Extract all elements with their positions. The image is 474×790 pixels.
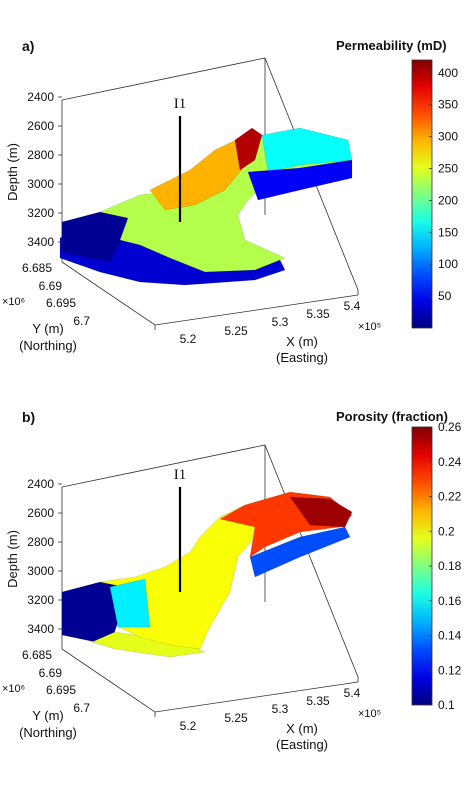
z-tick-label: 2600	[27, 119, 54, 133]
chart-porosity: I1 2400 2600 2800 3000 3200 3400 Depth (m) 6.685…	[2, 420, 462, 752]
z-tick-label: 2800	[27, 535, 54, 549]
y-tick-label: 6.69	[39, 279, 63, 293]
surface-east-edge	[247, 159, 353, 201]
colorbar-title: Porosity (fraction)	[336, 409, 448, 424]
z-tick-label: 3200	[27, 206, 54, 220]
y-axis-sublabel: (Northing)	[19, 725, 77, 740]
colorbar-tick-label: 0.26	[438, 420, 462, 434]
x-axis-sublabel: (Easting)	[276, 737, 328, 752]
colorbar-tick-label: 350	[438, 98, 458, 112]
x-tick-label: 5.3	[272, 315, 289, 329]
well-i1-label: I1	[174, 96, 187, 112]
x-axis-label: X (m)	[286, 721, 318, 736]
surface-west-zone	[109, 578, 151, 628]
x-axis-label: X (m)	[286, 334, 318, 349]
x-tick-label: 5.2	[180, 332, 197, 346]
z-tick-label: 2400	[27, 90, 54, 104]
y-tick-label: 6.69	[39, 666, 63, 680]
reservoir-surface	[61, 491, 353, 658]
y-axis-sublabel: (Northing)	[19, 338, 77, 353]
z-tick-label: 3400	[27, 622, 54, 636]
y-multiplier: ×10⁶	[2, 296, 25, 308]
x-tick-label: 5.4	[344, 299, 361, 313]
colorbar-tick-label: 0.14	[438, 629, 462, 643]
x-tick-label: 5.2	[180, 719, 197, 733]
box-back-edge	[61, 444, 359, 682]
chart-permeability: I1 2400 2600 2800 3000 3200 3400 Depth (m) 6.685…	[2, 57, 458, 365]
x-axis-sublabel: (Easting)	[276, 350, 328, 365]
y-axis-label: Y (m)	[32, 708, 64, 723]
x-tick-label: 5.25	[224, 324, 248, 338]
panel-porosity: b) Porosity (fraction) I1 2400 2600 2800 300…	[0, 395, 474, 775]
x-tick-label: 5.4	[344, 686, 361, 700]
z-tick-label: 2800	[27, 148, 54, 162]
y-tick-label: 6.685	[22, 261, 52, 275]
colorbar-tick-label: 250	[438, 161, 458, 175]
colorbar-tick-label: 100	[438, 257, 458, 271]
surface-peak-zone	[234, 127, 263, 171]
y-tick-label: 6.695	[46, 296, 76, 310]
colorbar	[411, 59, 433, 329]
y-tick-label: 6.685	[22, 648, 52, 662]
x-tick-label: 5.25	[224, 711, 248, 725]
panel-label: b)	[22, 409, 36, 425]
box-bottom-edge	[61, 100, 359, 326]
y-tick-label: 6.7	[73, 314, 90, 328]
box-bottom-edge	[61, 487, 359, 713]
y-tick-label: 6.695	[46, 683, 76, 697]
colorbar-tick-label: 400	[438, 66, 458, 80]
x-tick-label: 5.35	[306, 694, 330, 708]
y-axis-label: Y (m)	[32, 321, 64, 336]
colorbar-tick-label: 0.22	[438, 490, 462, 504]
surface-east-edge	[249, 526, 351, 578]
z-tick-label: 2600	[27, 506, 54, 520]
surface-peak-zone	[289, 496, 353, 528]
z-axis-label: Depth (m)	[5, 530, 20, 588]
z-tick-label: 3200	[27, 593, 54, 607]
x-multiplier: ×10⁵	[358, 321, 381, 333]
colorbar-tick-label: 0.2	[438, 524, 455, 538]
z-tick-label: 3000	[27, 177, 54, 191]
x-multiplier: ×10⁵	[358, 708, 381, 720]
panel-label: a)	[22, 38, 35, 54]
colorbar-tick-label: 0.16	[438, 594, 462, 608]
x-tick-label: 5.3	[272, 702, 289, 716]
z-tick-label: 2400	[27, 477, 54, 491]
colorbar-title: Permeability (mD)	[336, 38, 447, 53]
x-tick-label: 5.35	[306, 307, 330, 321]
colorbar-tick-label: 50	[438, 289, 452, 303]
colorbar-tick-label: 0.24	[438, 455, 462, 469]
y-tick-label: 6.7	[73, 701, 90, 715]
panel-permeability: a) Permeability (mD) I1 2400 2600 2800 3000 3…	[0, 0, 474, 380]
colorbar-tick-label: 300	[438, 130, 458, 144]
z-tick-label: 3000	[27, 564, 54, 578]
colorbar-tick-label: 150	[438, 225, 458, 239]
well-i1-label: I1	[174, 467, 187, 483]
colorbar-tick-label: 0.12	[438, 663, 462, 677]
y-multiplier: ×10⁶	[2, 683, 25, 695]
colorbar-tick-label: 0.1	[438, 698, 455, 712]
z-axis-label: Depth (m)	[5, 143, 20, 201]
z-tick-label: 3400	[27, 235, 54, 249]
colorbar-tick-label: 200	[438, 193, 458, 207]
colorbar-tick-label: 0.18	[438, 559, 462, 573]
reservoir-surface	[59, 127, 353, 286]
surface-edge-band	[91, 631, 206, 658]
